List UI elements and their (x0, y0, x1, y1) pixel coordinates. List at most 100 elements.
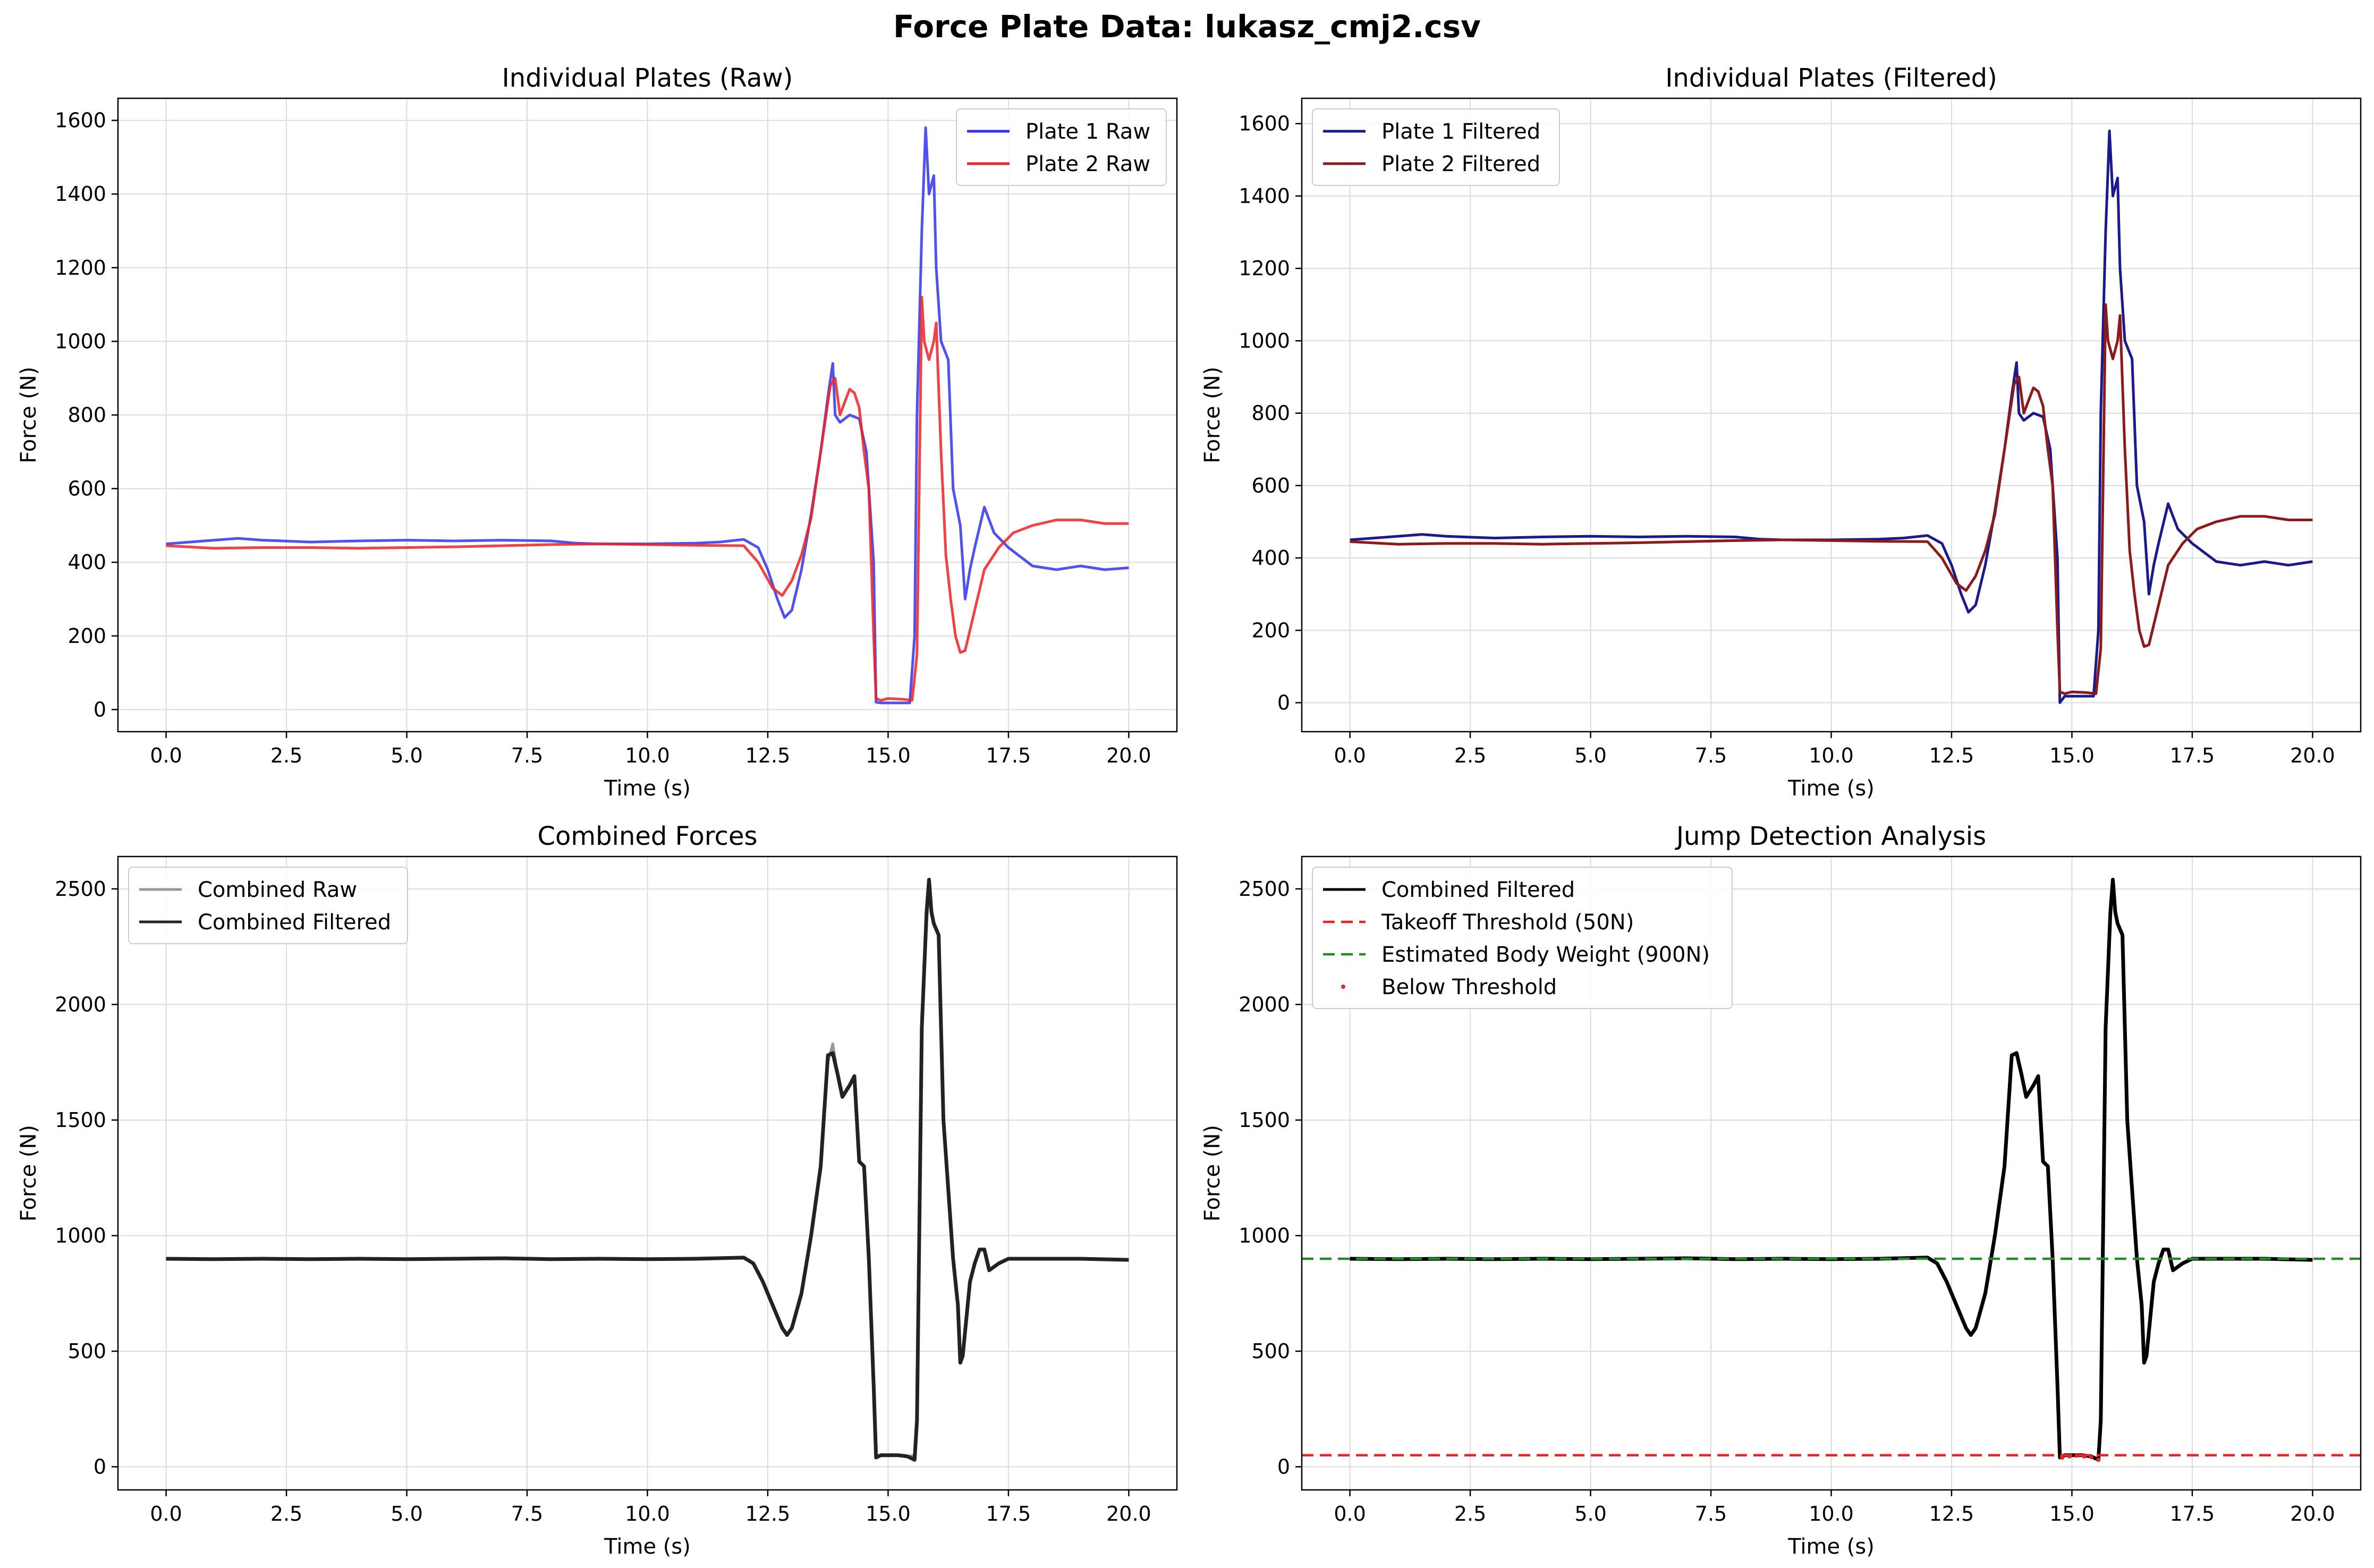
figure-title: Force Plate Data: lukasz_cmj2.csv (893, 9, 1481, 45)
x-tick-label: 5.0 (1574, 744, 1606, 767)
y-tick-label: 800 (1251, 402, 1290, 425)
x-tick-label: 12.5 (1929, 1502, 1974, 1525)
plot-frame (1301, 97, 2362, 733)
y-tick-label: 800 (67, 403, 106, 427)
legend-label: Combined Raw (198, 878, 357, 902)
x-tick-label: 10.0 (625, 1502, 670, 1525)
panel-1: 0.0 2.5 5.0 7.5 10.0 12.5 15.0 17.5 20.0 0 200 400 6… (16, 63, 1178, 801)
panel-title: Combined Forces (538, 821, 758, 851)
x-tick-label: 15.0 (2049, 1502, 2095, 1525)
x-tick-label: 2.5 (270, 744, 302, 767)
x-tick-label: 7.5 (1695, 744, 1727, 767)
x-tick-label: 0.0 (150, 1502, 182, 1525)
legend-box (128, 867, 408, 944)
legend: Plate 1 Filtered Plate 2 Filtered (1312, 108, 1560, 186)
plot-frame (1301, 855, 2362, 1491)
legend: Combined Filtered Takeoff Threshold (50N)… (1312, 867, 1733, 1009)
x-axis-label: Time (s) (1787, 776, 1875, 801)
x-tick-label: 17.5 (986, 1502, 1031, 1525)
series-group (1350, 129, 2313, 704)
legend-label: Plate 1 Filtered (1381, 120, 1540, 144)
series-group (166, 878, 1129, 1462)
y-tick-label: 500 (67, 1340, 106, 1363)
series-below-threshold-point (2067, 1454, 2072, 1459)
y-axis-label: Force (N) (1200, 367, 1225, 463)
series-plate-2-raw-line (166, 295, 1129, 702)
x-tick-label: 12.5 (745, 1502, 791, 1525)
y-tick-label: 1500 (55, 1108, 106, 1132)
y-tick-label: 1600 (1239, 112, 1290, 135)
y-tick-label: 0 (1277, 1455, 1290, 1478)
plot-frame (117, 97, 1178, 733)
x-tick-label: 12.5 (1929, 744, 1974, 767)
legend: Combined Raw Combined Filtered (128, 867, 408, 944)
y-tick-label: 1400 (55, 182, 106, 206)
legend-label: Combined Filtered (198, 910, 391, 935)
y-tick-label: 400 (67, 550, 106, 574)
y-tick-label: 0 (1277, 691, 1290, 715)
legend-box (1312, 867, 1733, 1009)
y-axis-label: Force (N) (16, 367, 41, 463)
x-tick-label: 20.0 (1106, 744, 1151, 767)
y-tick-label: 1000 (55, 329, 106, 353)
series-below-threshold-point (2096, 1457, 2101, 1462)
panel-3: 0.0 2.5 5.0 7.5 10.0 12.5 15.0 17.5 20.0 0 500 1000… (16, 821, 1178, 1559)
x-tick-label: 15.0 (2049, 744, 2095, 767)
x-tick-label: 0.0 (1334, 1502, 1366, 1525)
x-axis-label: Time (s) (1787, 1535, 1875, 1559)
series-below-threshold-point (2082, 1454, 2087, 1459)
series-group (166, 126, 1129, 705)
x-axis-label: Time (s) (604, 776, 691, 801)
series-below-threshold-point (2074, 1453, 2079, 1458)
x-tick-label: 10.0 (625, 744, 670, 767)
y-tick-label: 1200 (1239, 257, 1290, 280)
y-tick-label: 1000 (55, 1224, 106, 1247)
x-tick-label: 20.0 (1106, 1502, 1151, 1525)
y-tick-label: 2000 (1239, 993, 1290, 1016)
x-tick-label: 17.5 (986, 744, 1031, 767)
x-tick-label: 15.0 (866, 1502, 911, 1525)
legend-swatch-below-threshold (1341, 985, 1345, 989)
y-axis-label: Force (N) (16, 1125, 41, 1222)
legend-box (1312, 108, 1560, 186)
y-tick-label: 0 (94, 698, 106, 721)
series-below-threshold-point (2060, 1455, 2065, 1460)
y-tick-label: 500 (1251, 1340, 1290, 1363)
x-tick-label: 5.0 (391, 1502, 422, 1525)
legend: Plate 1 Raw Plate 2 Raw (956, 108, 1167, 186)
legend-label: Takeoff Threshold (50N) (1381, 910, 1634, 935)
panel-title: Individual Plates (Raw) (502, 63, 793, 93)
y-tick-label: 600 (67, 477, 106, 501)
panel-2: 0.0 2.5 5.0 7.5 10.0 12.5 15.0 17.5 20.0 0 200 400 6… (1200, 63, 2362, 801)
x-tick-label: 12.5 (745, 744, 791, 767)
y-tick-label: 2000 (55, 993, 106, 1016)
x-tick-label: 15.0 (866, 744, 911, 767)
x-tick-label: 10.0 (1809, 1502, 1854, 1525)
y-tick-label: 2500 (1239, 877, 1290, 901)
x-axis-label: Time (s) (604, 1535, 691, 1559)
y-tick-label: 0 (94, 1455, 106, 1478)
x-tick-label: 2.5 (1454, 1502, 1486, 1525)
y-tick-label: 200 (1251, 618, 1290, 642)
x-tick-label: 5.0 (1574, 1502, 1606, 1525)
panel-4: 0.0 2.5 5.0 7.5 10.0 12.5 15.0 17.5 20.0 0 500 1000… (1200, 821, 2362, 1559)
y-tick-label: 1600 (55, 109, 106, 132)
y-axis-label: Force (N) (1200, 1125, 1225, 1222)
series-below-threshold-point (2089, 1455, 2093, 1460)
y-tick-label: 200 (67, 624, 106, 648)
series-plate-2-filtered-line (1350, 303, 2313, 695)
panel-title: Jump Detection Analysis (1675, 821, 1986, 851)
plot-frame (117, 855, 1178, 1491)
x-tick-label: 7.5 (1695, 1502, 1727, 1525)
x-tick-label: 17.5 (2170, 744, 2215, 767)
y-tick-label: 400 (1251, 546, 1290, 570)
x-tick-label: 10.0 (1809, 744, 1854, 767)
legend-label: Plate 2 Filtered (1381, 152, 1540, 176)
y-tick-label: 1400 (1239, 184, 1290, 208)
x-tick-label: 2.5 (270, 1502, 302, 1525)
x-tick-label: 2.5 (1454, 744, 1486, 767)
legend-label: Estimated Body Weight (900N) (1381, 943, 1710, 967)
y-tick-label: 600 (1251, 474, 1290, 497)
legend-label: Plate 1 Raw (1025, 120, 1150, 144)
